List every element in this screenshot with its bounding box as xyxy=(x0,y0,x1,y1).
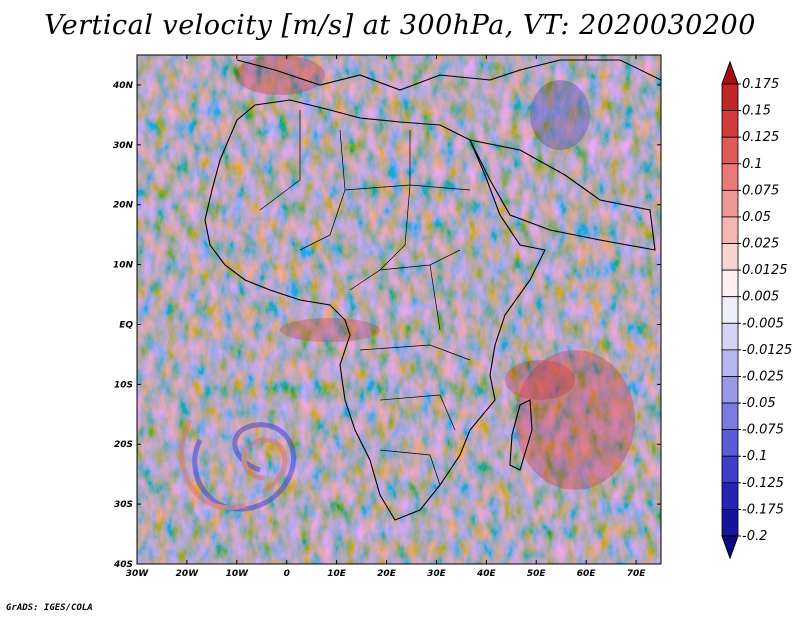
colorbar-top-arrow xyxy=(721,60,739,85)
colorbar-segment xyxy=(721,402,739,431)
colorbar-segment xyxy=(721,376,739,404)
colorbar-segment xyxy=(721,216,739,244)
lon-tick-label: 30W xyxy=(126,569,150,579)
colorbar-segment xyxy=(721,163,739,191)
colorbar-label: -0.2 xyxy=(742,529,767,544)
colorbar-label: -0.025 xyxy=(742,369,784,384)
colorbar: 0.175 0.15 0.125 0.1 0.075 0.05 0.025 0.0125 0.0… xyxy=(721,60,792,560)
colorbar-segment xyxy=(721,189,739,218)
colorbar-label: 0.175 xyxy=(742,77,779,92)
grads-credit: GrADS: IGES/COLA xyxy=(6,603,93,613)
colorbar-label: -0.0125 xyxy=(742,343,792,358)
chart-title: Vertical velocity [m/s] at 300hPa, VT: 2… xyxy=(44,10,756,41)
lat-tick-label: 10S xyxy=(114,380,133,390)
lon-tick-label: 40E xyxy=(476,569,497,579)
colorbar-label: 0.05 xyxy=(742,210,771,225)
colorbar-label: 0.025 xyxy=(742,237,779,252)
colorbar-label: -0.075 xyxy=(742,423,784,438)
colorbar-segment xyxy=(721,455,739,484)
lon-tick-label: 20W xyxy=(176,569,200,579)
colorbar-segment xyxy=(721,136,739,165)
colorbar-label: 0.1 xyxy=(742,157,763,172)
lon-tick-label: 10E xyxy=(327,569,347,579)
europe-coast xyxy=(236,59,661,91)
colorbar-label: 0.0125 xyxy=(742,263,788,278)
lat-tick-label: 20S xyxy=(114,440,133,450)
colorbar-label: 0.15 xyxy=(742,104,771,119)
colorbar-label: -0.175 xyxy=(742,502,784,517)
colorbar-label: -0.005 xyxy=(742,316,784,331)
lat-tick-label: 40S xyxy=(113,560,133,570)
colorbar-segment xyxy=(721,322,739,351)
colorbar-segment xyxy=(721,296,739,324)
colorbar-segment xyxy=(721,83,739,111)
latitude-axis: 40N 30N 20N 10N EQ 10S 20S 30S 40S xyxy=(112,81,661,570)
arabia-outline xyxy=(469,139,656,251)
lon-tick-label: 20E xyxy=(377,569,397,579)
lat-tick-label: 30N xyxy=(113,141,134,151)
internal-borders xyxy=(259,110,471,486)
cyclone-swirl xyxy=(179,418,297,512)
colorbar-segment xyxy=(721,509,739,537)
colorbar-label: -0.125 xyxy=(742,476,784,491)
colorbar-segment xyxy=(721,429,739,457)
lat-tick-label: EQ xyxy=(119,320,133,330)
lat-tick-label: 10N xyxy=(113,261,134,271)
lon-tick-label: 0 xyxy=(284,569,290,579)
lon-tick-label: 10W xyxy=(226,569,250,579)
velocity-field xyxy=(137,55,661,564)
lon-tick-label: 70E xyxy=(627,569,647,579)
colorbar-label: 0.125 xyxy=(742,130,779,145)
lat-tick-label: 30S xyxy=(114,500,133,510)
longitude-axis: 30W 20W 10W 0 10E 20E 30E 40E 50E 60E 70E xyxy=(126,55,646,579)
colorbar-label: -0.1 xyxy=(742,449,767,464)
map-frame xyxy=(136,54,662,565)
lat-tick-label: 40N xyxy=(112,81,134,91)
lat-tick-label: 20N xyxy=(113,201,134,211)
coastline xyxy=(204,59,661,521)
colorbar-label: 0.005 xyxy=(742,290,779,305)
madagascar-outline xyxy=(509,399,533,471)
colorbar-bottom-arrow xyxy=(721,535,739,560)
colorbar-segment xyxy=(721,243,739,271)
colorbar-label: 0.075 xyxy=(742,183,779,198)
colorbar-segment xyxy=(721,269,739,298)
colorbar-segment xyxy=(721,482,739,510)
colorbar-segment xyxy=(721,110,739,138)
lon-tick-label: 30E xyxy=(427,569,447,579)
lon-tick-label: 50E xyxy=(527,569,547,579)
colorbar-label: -0.05 xyxy=(742,396,776,411)
colorbar-segment xyxy=(721,349,739,377)
lon-tick-label: 60E xyxy=(577,569,597,579)
